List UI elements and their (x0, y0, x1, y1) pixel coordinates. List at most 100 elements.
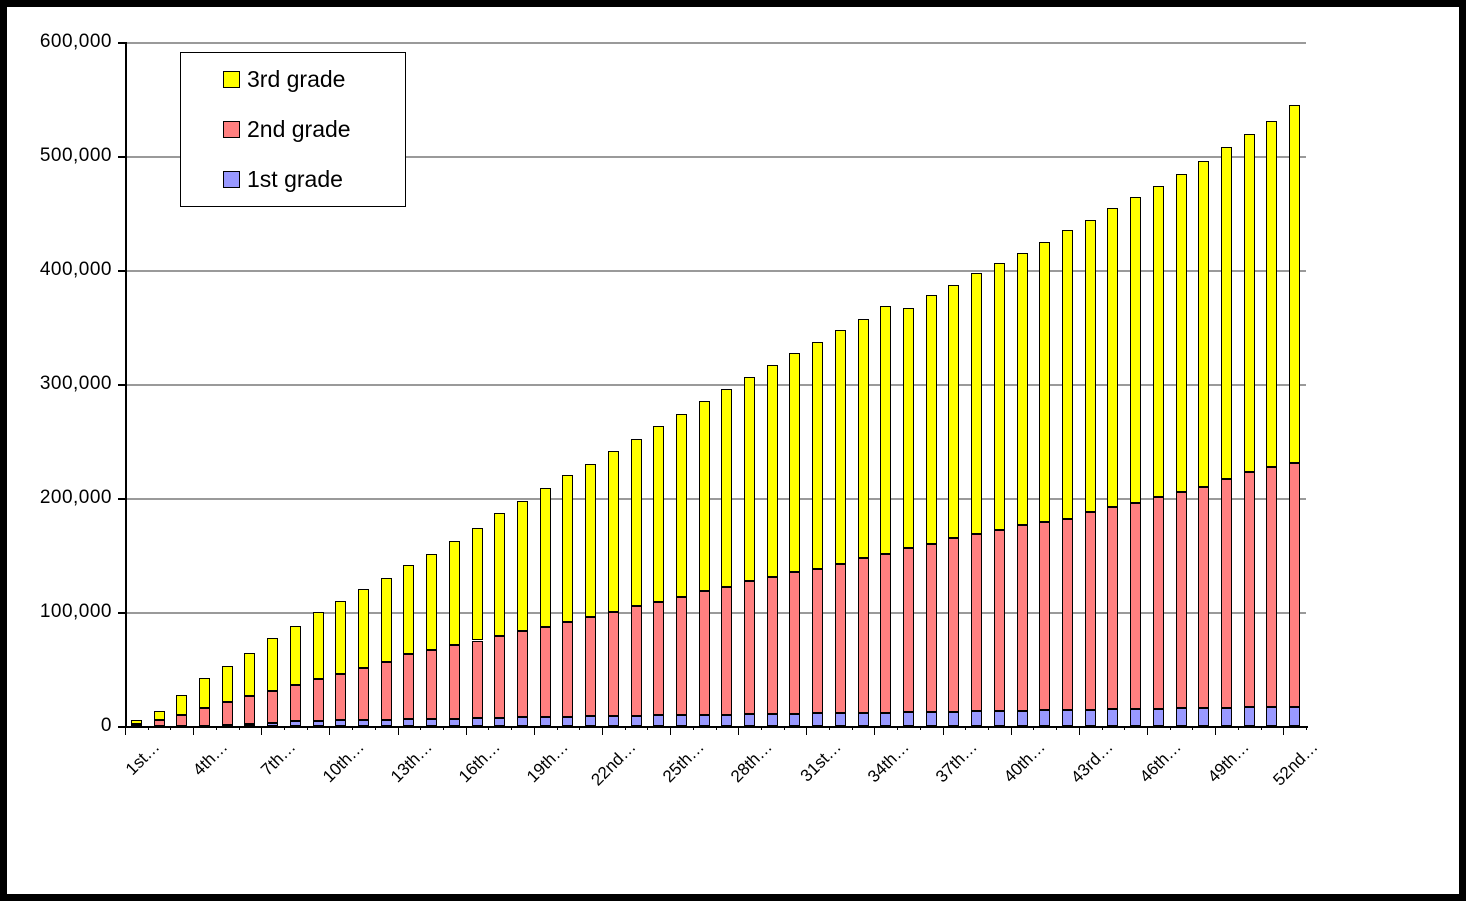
bar-week-50-2nd-grade (1243, 471, 1255, 708)
x-axis-minor-tick (1306, 726, 1307, 730)
bar-week-24-3rd-grade (653, 426, 665, 602)
bar-week-49-3rd-grade (1221, 146, 1232, 479)
bar-week-24-1st-grade (653, 715, 665, 726)
x-axis-minor-tick (919, 726, 921, 730)
x-axis-minor-tick (692, 726, 694, 730)
bar-week-10-3rd-grade (335, 600, 347, 674)
bar-week-41-2nd-grade (1039, 521, 1051, 711)
bar-week-1-2nd-grade (130, 723, 142, 726)
x-axis-major-tick (601, 726, 603, 735)
x-axis-label-week-49: 49th… (1204, 737, 1254, 787)
bar-week-7-3rd-grade (267, 638, 279, 691)
legend-swatch-2nd-grade (223, 121, 240, 138)
bar-week-4-3rd-grade (198, 678, 210, 708)
bar-week-36-3rd-grade (925, 295, 937, 544)
bar-week-43-3rd-grade (1084, 219, 1096, 512)
x-axis-label-week-28: 28th… (727, 737, 777, 787)
x-axis-major-tick (670, 726, 672, 735)
bar-week-20-1st-grade (562, 716, 574, 726)
x-axis-minor-tick (647, 726, 649, 730)
bar-week-40-2nd-grade (1016, 525, 1028, 711)
x-axis-major-tick (1283, 726, 1285, 735)
bar-week-6-1st-grade (244, 723, 256, 726)
bar-week-34-2nd-grade (880, 553, 892, 713)
bar-week-48-1st-grade (1198, 707, 1210, 726)
y-axis-label-400,000: 400,000 (39, 259, 112, 280)
bar-week-41-1st-grade (1039, 710, 1051, 726)
bar-week-6-3rd-grade (244, 653, 256, 697)
bar-week-5-1st-grade (221, 724, 233, 727)
bar-week-27-3rd-grade (721, 388, 733, 587)
bar-week-52-3rd-grade (1289, 104, 1301, 463)
y-axis-tick-500,000 (118, 156, 125, 158)
legend-label-1st-grade: 1st grade (247, 166, 343, 192)
bar-week-29-2nd-grade (766, 576, 778, 715)
bar-week-26-2nd-grade (698, 591, 710, 715)
legend-label-2nd-grade: 2nd grade (247, 116, 351, 142)
legend-label-3rd-grade: 3rd grade (247, 66, 346, 92)
bar-week-46-2nd-grade (1152, 496, 1164, 709)
bar-week-27-2nd-grade (721, 586, 733, 715)
bar-week-38-2nd-grade (971, 534, 983, 712)
bar-week-8-3rd-grade (289, 625, 301, 685)
x-axis-label-week-31: 31st… (796, 737, 845, 786)
x-axis-minor-tick (1237, 726, 1239, 730)
bar-week-4-2nd-grade (198, 707, 210, 726)
bar-week-11-3rd-grade (357, 589, 369, 668)
x-axis-major-tick (1215, 726, 1217, 735)
chart-canvas: 0 100,000 200,000 300,000 400,000 500,000 600,… (7, 7, 1459, 894)
bar-week-32-3rd-grade (834, 330, 846, 565)
bar-week-8-2nd-grade (289, 684, 301, 721)
x-axis-minor-tick (147, 726, 149, 730)
bar-week-5-2nd-grade (221, 702, 233, 725)
bar-week-2-2nd-grade (153, 720, 165, 726)
bar-week-21-3rd-grade (585, 463, 597, 617)
x-axis-label-week-37: 37th… (931, 737, 981, 787)
bar-week-45-3rd-grade (1130, 197, 1142, 503)
bar-week-22-1st-grade (607, 715, 619, 726)
bar-week-33-2nd-grade (857, 558, 869, 713)
x-axis-minor-tick (306, 726, 308, 730)
bar-week-41-3rd-grade (1039, 241, 1051, 522)
bar-week-37-1st-grade (948, 711, 960, 726)
x-axis-minor-tick (1124, 726, 1126, 730)
x-axis-major-tick (397, 726, 399, 735)
x-axis-major-tick (942, 726, 944, 735)
bar-week-35-2nd-grade (903, 548, 915, 713)
x-axis-minor-tick (488, 726, 490, 730)
bar-week-6-2nd-grade (244, 696, 256, 724)
x-axis-major-tick (806, 726, 808, 735)
bar-week-23-2nd-grade (630, 606, 642, 716)
x-axis-minor-tick (897, 726, 899, 730)
bar-week-50-1st-grade (1243, 707, 1255, 726)
bar-week-25-1st-grade (675, 715, 687, 726)
bar-week-35-3rd-grade (903, 307, 915, 549)
bar-week-21-1st-grade (585, 716, 597, 726)
x-axis-major-tick (261, 726, 263, 735)
y-axis-line (125, 42, 127, 726)
bar-week-45-1st-grade (1130, 708, 1142, 726)
y-axis-tick-100,000 (118, 612, 125, 614)
bar-week-23-1st-grade (630, 715, 642, 726)
x-axis-minor-tick (851, 726, 853, 730)
bar-week-18-2nd-grade (516, 631, 528, 718)
bar-week-15-3rd-grade (448, 541, 460, 646)
bar-week-7-2nd-grade (267, 690, 279, 723)
bar-week-33-3rd-grade (857, 319, 869, 559)
x-axis-label-week-7: 7th… (257, 737, 300, 780)
bar-week-39-2nd-grade (993, 529, 1005, 711)
x-axis-major-tick (1147, 726, 1149, 735)
bar-week-46-3rd-grade (1152, 185, 1164, 497)
x-axis-minor-tick (1192, 726, 1194, 730)
x-axis-major-tick (1010, 726, 1012, 735)
bar-week-8-1st-grade (289, 720, 301, 726)
bar-week-25-2nd-grade (675, 597, 687, 716)
x-axis-minor-tick (238, 726, 240, 730)
bar-week-37-2nd-grade (948, 537, 960, 712)
x-axis-minor-tick (352, 726, 354, 730)
bar-week-16-1st-grade (471, 718, 483, 726)
bar-week-48-3rd-grade (1198, 160, 1210, 487)
bar-week-16-2nd-grade (471, 640, 483, 719)
bar-week-1-3rd-grade (130, 720, 142, 724)
